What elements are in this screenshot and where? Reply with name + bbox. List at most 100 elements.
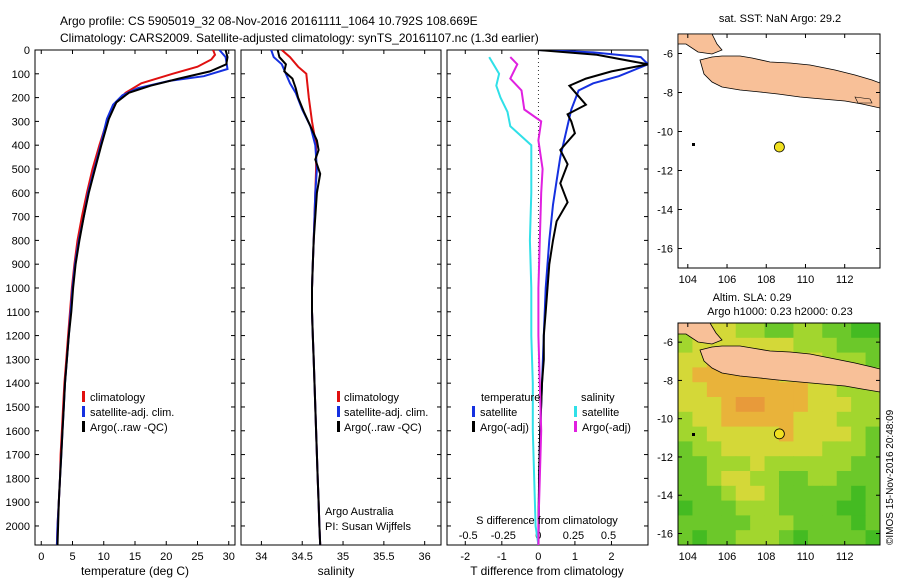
sla-cell	[793, 500, 809, 516]
x-tick-label: 36	[419, 551, 431, 563]
difference-lines	[488, 50, 648, 545]
sla-cell	[678, 337, 694, 354]
sla-cell	[706, 471, 722, 487]
lat-tick-label: -16	[657, 529, 673, 541]
sla-cell	[678, 471, 694, 487]
sla-cell	[721, 456, 737, 472]
sla-cell	[692, 530, 708, 545]
sla-cell	[721, 397, 737, 413]
sla-cell	[721, 515, 737, 531]
legend-label-climatology: climatology	[90, 392, 146, 404]
sla-cell	[678, 515, 694, 531]
sla-cell	[779, 382, 795, 398]
sla-cell	[865, 471, 880, 487]
salinity-lines	[270, 50, 322, 545]
sla-cell	[822, 485, 838, 502]
x-tick-label: 10	[98, 551, 110, 563]
legend-label-t-satellite: satellite	[480, 407, 517, 419]
sla-map-land	[678, 323, 880, 436]
difference-axes: -2 -1 0 1 2-0.5 -0.25 0 0.25 0.5	[447, 49, 648, 563]
argo-position-marker	[773, 141, 785, 153]
sla-cell	[750, 456, 766, 472]
sla-cell	[764, 456, 780, 472]
sla-cell	[793, 530, 809, 545]
lon-tick-label: 112	[836, 551, 854, 563]
x-tick-label: 0	[535, 551, 541, 563]
sla-cell	[750, 530, 766, 545]
sla-cell	[822, 382, 838, 398]
sla-cell	[851, 530, 867, 545]
sla-cell	[735, 515, 751, 531]
island-east	[854, 96, 873, 104]
sla-cell	[865, 441, 880, 457]
legend-label-satellite: satellite-adj. clim.	[90, 407, 174, 419]
salinity-legend: climatology satellite-adj. clim. Argo(..…	[337, 391, 428, 434]
y-tick-label: 1500	[6, 402, 30, 414]
sla-cell	[807, 411, 823, 428]
sla-cell	[735, 323, 751, 339]
sla-cell	[750, 411, 766, 428]
sla-cell	[836, 337, 852, 354]
y-tick-label: 100	[12, 69, 30, 81]
sla-cell	[836, 397, 852, 413]
sla-cell	[865, 352, 880, 368]
sla-cell	[851, 426, 867, 442]
y-tick-label: 600	[12, 188, 30, 200]
sla-cell	[721, 323, 737, 339]
sla-cell	[807, 337, 823, 354]
sla-cell	[851, 441, 867, 457]
sla-cell	[822, 397, 838, 413]
sla-cell	[807, 323, 823, 339]
sla-cell	[793, 515, 809, 531]
x-tick-label: -1	[497, 551, 507, 563]
sla-cell	[865, 337, 880, 354]
temperature-plot-frame	[34, 49, 236, 546]
sla-cell	[836, 485, 852, 502]
y-tick-label: 1600	[6, 426, 30, 438]
temperature-lines	[55, 50, 229, 545]
sla-cell	[807, 397, 823, 413]
sla-cell	[721, 471, 737, 487]
sla-cell	[793, 323, 809, 339]
legend-title-salinity: salinity	[581, 392, 615, 404]
series-s-argo-adj-	[509, 56, 544, 545]
y-tick-label: 400	[12, 140, 30, 152]
sla-cell	[851, 397, 867, 413]
sla-cell	[706, 456, 722, 472]
sla-cell	[706, 411, 722, 428]
legend-label-s-satellite: satellite	[582, 407, 619, 419]
sla-cell	[750, 426, 766, 442]
legend-swatch-s-satellite	[574, 406, 577, 417]
sst-map-axes: 104 106 108 110 112 -6 -8 -10 -12 -14 -16	[657, 34, 880, 286]
sla-cell	[851, 471, 867, 487]
x-tick-label: 34	[255, 551, 267, 563]
sla-cell	[721, 441, 737, 457]
sla-cell	[678, 441, 694, 457]
sla-cell	[836, 426, 852, 442]
sla-cell	[822, 530, 838, 545]
series-s-satellite	[488, 56, 540, 545]
sla-cell	[822, 456, 838, 472]
sla-cell	[750, 441, 766, 457]
sla-cell	[865, 397, 880, 413]
lat-tick-label: -12	[657, 452, 673, 464]
sla-cell	[735, 397, 751, 413]
sla-cell	[721, 530, 737, 545]
series-t-argo-adj-	[537, 50, 648, 545]
sla-cell	[836, 411, 852, 428]
sla-cell	[851, 337, 867, 354]
sla-cell	[807, 382, 823, 398]
sla-cell	[678, 367, 694, 383]
sla-cell	[807, 515, 823, 531]
lat-tick-label: -10	[657, 414, 673, 426]
sla-cell	[735, 471, 751, 487]
sla-map-frame	[677, 322, 881, 546]
sla-cell	[865, 530, 880, 545]
legend-swatch-argo	[82, 421, 85, 432]
y-tick-label: 0	[24, 45, 30, 57]
sla-cell	[735, 456, 751, 472]
lon-tick-label: 112	[836, 274, 854, 286]
y-tick-label: 1200	[6, 331, 30, 343]
sla-cell	[779, 441, 795, 457]
sla-cell	[851, 500, 867, 516]
